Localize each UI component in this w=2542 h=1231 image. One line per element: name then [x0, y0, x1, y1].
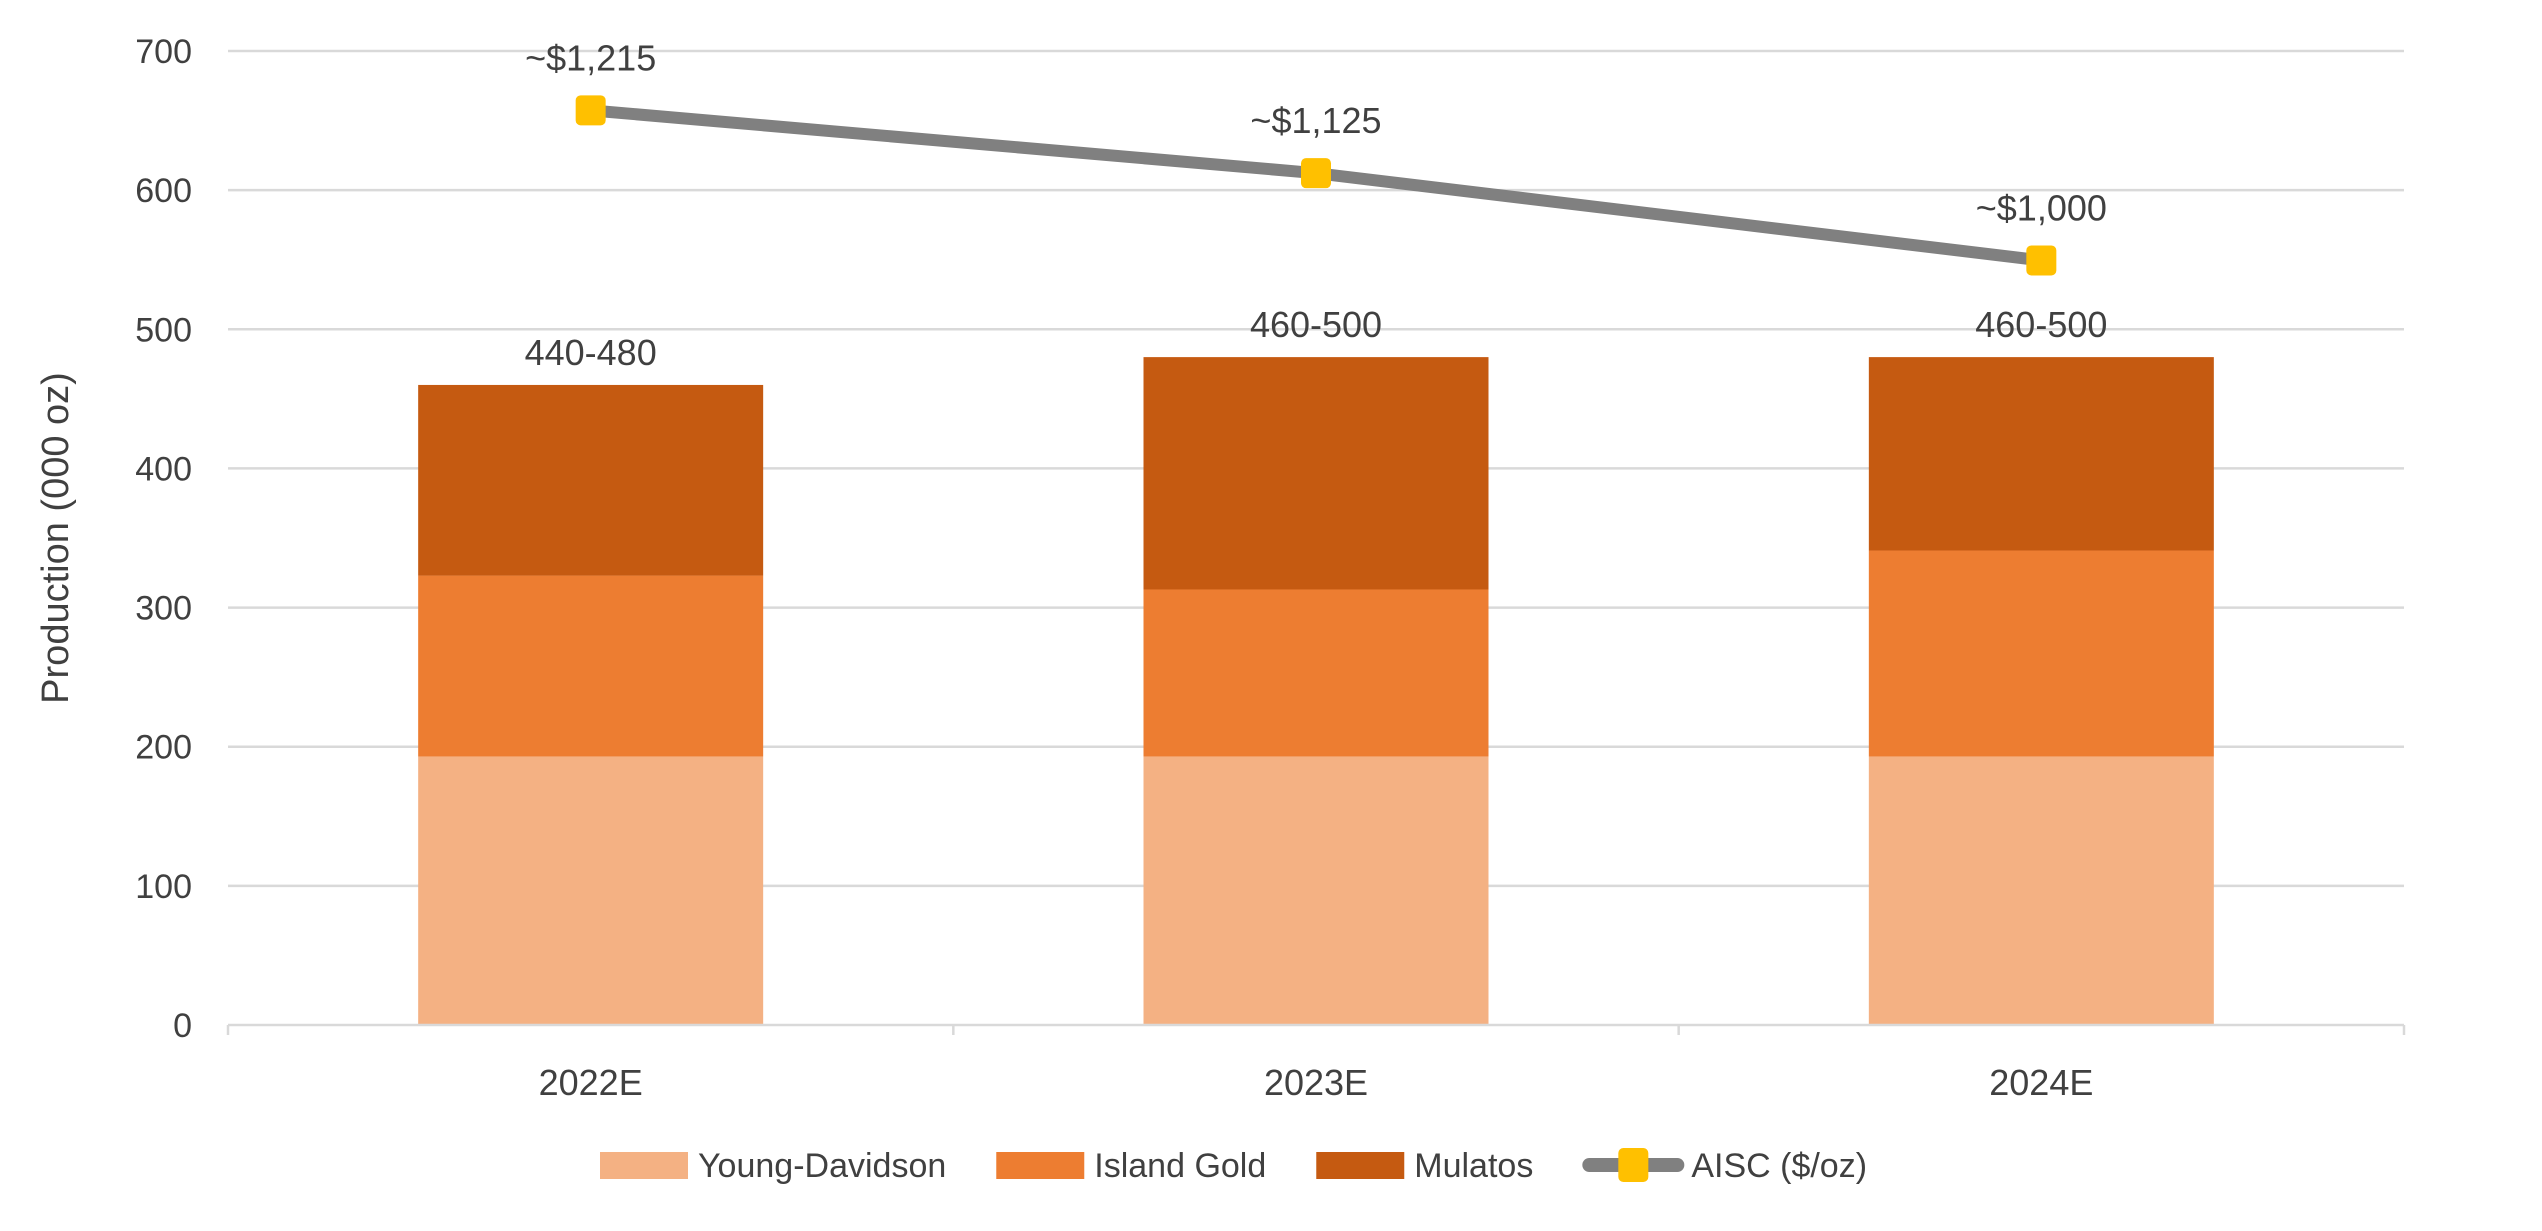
bar-island-gold: [1143, 589, 1489, 757]
aisc-label: ~$1,215: [525, 37, 656, 78]
aisc-marker: [575, 95, 606, 126]
x-axis: 2022E 2023E 2024E: [226, 1023, 2406, 1103]
bars: [418, 357, 2214, 1025]
x-tick-label: 2022E: [539, 1062, 643, 1103]
y-tick-label: 100: [135, 868, 192, 906]
y-tick-label: 300: [135, 590, 192, 628]
legend-marker: [1618, 1148, 1649, 1182]
legend-label: AISC ($/oz): [1691, 1147, 1867, 1185]
bar-mulatos: [418, 384, 764, 576]
bar-total-labels: 440-480 460-500 460-500: [525, 304, 2108, 373]
bar-total-label: 460-500: [1975, 304, 2107, 345]
y-tick-label: 200: [135, 729, 192, 767]
bar-island-gold: [418, 575, 764, 757]
legend-swatch: [996, 1152, 1085, 1179]
bar-island-gold: [1868, 550, 2214, 757]
y-tick-label: 0: [173, 1007, 192, 1045]
bar-mulatos: [1868, 357, 2214, 551]
bar-mulatos: [1143, 357, 1489, 590]
legend-swatch: [1316, 1152, 1405, 1179]
aisc-label: ~$1,125: [1250, 100, 1381, 141]
aisc-line: ~$1,215 ~$1,125 ~$1,000: [525, 37, 2107, 276]
bar-young-davidson: [418, 756, 764, 1025]
legend-label: Mulatos: [1414, 1147, 1533, 1185]
y-tick-label: 700: [135, 33, 192, 71]
y-axis-ticks: 0 100 200 300 400 500 600 700: [135, 33, 192, 1045]
bar-total-label: 440-480: [525, 332, 657, 373]
legend: Young-Davidson Island Gold Mulatos AISC ($/…: [600, 1147, 1867, 1185]
aisc-marker: [2026, 245, 2057, 276]
y-tick-label: 400: [135, 450, 192, 488]
legend-label: Island Gold: [1094, 1147, 1266, 1185]
legend-swatch: [600, 1152, 688, 1179]
y-tick-label: 600: [135, 172, 192, 210]
bar-young-davidson: [1143, 756, 1489, 1025]
legend-label: Young-Davidson: [698, 1147, 946, 1185]
aisc-marker: [1301, 158, 1331, 189]
x-tick-label: 2023E: [1264, 1062, 1368, 1103]
aisc-label: ~$1,000: [1976, 187, 2107, 228]
y-tick-label: 500: [135, 311, 192, 349]
x-tick-label: 2024E: [1989, 1062, 2093, 1103]
y-axis-title: Production (000 oz): [35, 372, 77, 704]
bar-young-davidson: [1868, 756, 2214, 1025]
bar-total-label: 460-500: [1250, 304, 1382, 345]
